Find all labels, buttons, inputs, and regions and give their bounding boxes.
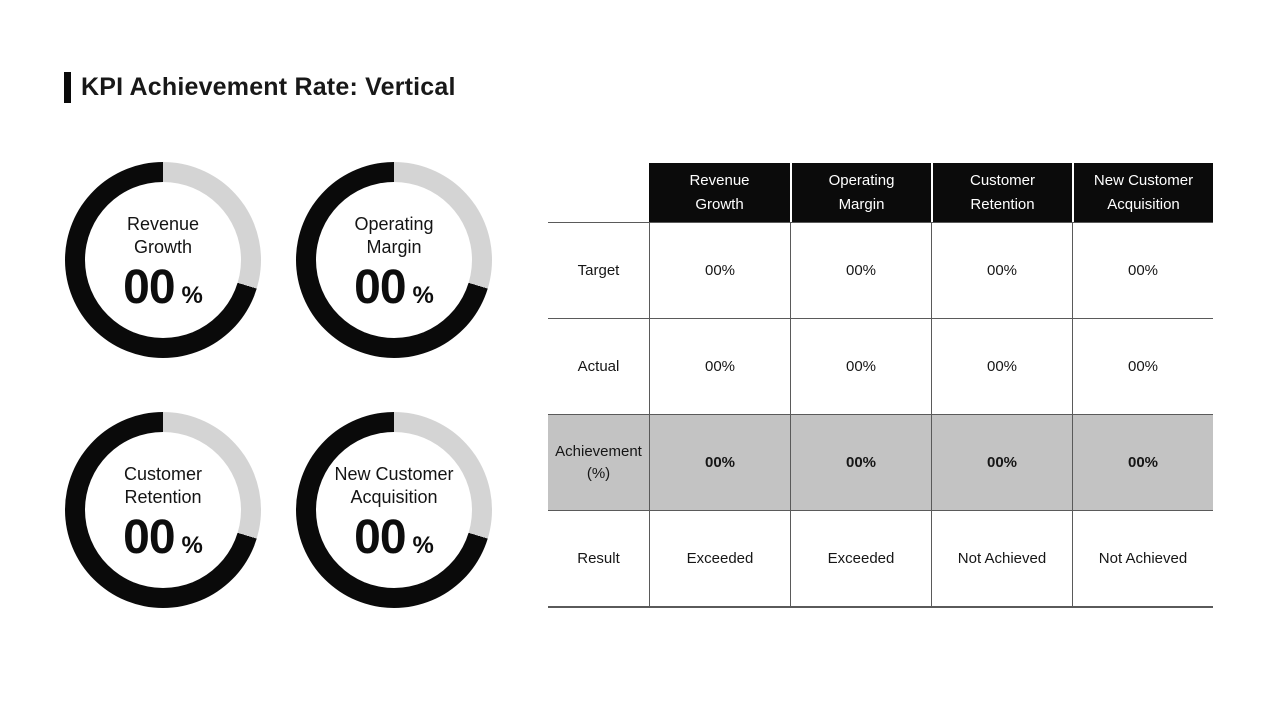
donut-label-line1: Revenue (126, 214, 200, 234)
row-label: Achievement (%) (555, 442, 642, 482)
table-cell: 00% (790, 319, 931, 414)
row-label: Result (577, 549, 620, 567)
table-row-actual: Actual 00% 00% 00% 00% (548, 318, 1213, 414)
donut-inner: New Customer Acquisition 00 % (316, 432, 472, 588)
donut-label-line2: Acquisition (350, 487, 438, 507)
table-cell: 00% (649, 415, 790, 510)
donut-inner: Revenue Growth 00 % (85, 182, 241, 338)
donut-inner: Operating Margin 00 % (316, 182, 472, 338)
donut-value-number: 00 (123, 511, 175, 564)
donut-label: Operating Margin (354, 213, 433, 259)
title-block: KPI Achievement Rate: Vertical (64, 72, 456, 103)
donut-value-unit: % (181, 282, 203, 309)
column-header-line2: Acquisition (1107, 195, 1180, 213)
kpi-table: Revenue Growth Operating Margin Customer… (548, 163, 1213, 608)
donut-value: 00 % (123, 513, 203, 563)
table-cell: Not Achieved (1072, 511, 1213, 606)
column-header-line1: Operating (828, 171, 895, 189)
donut-value-number: 00 (354, 511, 406, 564)
column-header-line2: Retention (970, 195, 1035, 213)
table-cell: 00% (931, 319, 1072, 414)
table-cell: Not Achieved (931, 511, 1072, 606)
donut-label-line1: Operating (354, 214, 434, 234)
donut-value: 00 % (354, 263, 434, 313)
page-title: KPI Achievement Rate: Vertical (81, 73, 456, 101)
column-header-customer-retention: Customer Retention (931, 163, 1072, 222)
table-cell: 00% (790, 415, 931, 510)
donut-chart-operating-margin: Operating Margin 00 % (296, 162, 492, 358)
donut-label: Revenue Growth (127, 213, 199, 259)
donut-chart-revenue-growth: Revenue Growth 00 % (65, 162, 261, 358)
donut-chart-customer-retention: Customer Retention 00 % (65, 412, 261, 608)
table-cell: 00% (1072, 319, 1213, 414)
donut-value-unit: % (181, 532, 203, 559)
donut-label-line2: Growth (133, 237, 193, 257)
table-header-row: Revenue Growth Operating Margin Customer… (548, 163, 1213, 222)
table-cell: 00% (649, 223, 790, 318)
table-cell: 00% (649, 319, 790, 414)
column-header-revenue-growth: Revenue Growth (649, 163, 790, 222)
donut-value-number: 00 (123, 261, 175, 314)
table-cell: 00% (931, 223, 1072, 318)
column-header-line2: Growth (695, 195, 744, 213)
donut-label-line1: New Customer (334, 464, 454, 484)
column-header-line1: Revenue (689, 171, 750, 189)
table-row-target: Target 00% 00% 00% 00% (548, 222, 1213, 318)
donut-value-number: 00 (354, 261, 406, 314)
column-header-operating-margin: Operating Margin (790, 163, 931, 222)
column-header-line1: Customer (969, 171, 1036, 189)
donut-label: New Customer Acquisition (334, 463, 453, 509)
donut-value: 00 % (123, 263, 203, 313)
donut-chart-new-customer-acquisition: New Customer Acquisition 00 % (296, 412, 492, 608)
table-row-achievement: Achievement (%) 00% 00% 00% 00% (548, 414, 1213, 510)
column-header-line1: New Customer (1093, 171, 1194, 189)
donut-inner: Customer Retention 00 % (85, 432, 241, 588)
donut-value: 00 % (354, 513, 434, 563)
table-cell: 00% (1072, 415, 1213, 510)
row-label: Target (577, 261, 620, 279)
donut-label-line1: Customer (123, 464, 203, 484)
donut-value-unit: % (412, 532, 434, 559)
table-corner-cell (548, 163, 649, 222)
table-cell: 00% (790, 223, 931, 318)
table-cell: 00% (1072, 223, 1213, 318)
donut-label-line2: Retention (124, 487, 202, 507)
column-header-new-customer-acquisition: New Customer Acquisition (1072, 163, 1213, 222)
donut-label-line2: Margin (366, 237, 422, 257)
table-cell: Exceeded (649, 511, 790, 606)
row-label: Actual (577, 357, 620, 375)
donut-label: Customer Retention (124, 463, 202, 509)
table-row-result: Result Exceeded Exceeded Not Achieved No… (548, 510, 1213, 606)
title-accent-bar (64, 72, 71, 103)
table-cell: 00% (931, 415, 1072, 510)
donut-value-unit: % (412, 282, 434, 309)
column-header-line2: Margin (838, 195, 885, 213)
table-cell: Exceeded (790, 511, 931, 606)
